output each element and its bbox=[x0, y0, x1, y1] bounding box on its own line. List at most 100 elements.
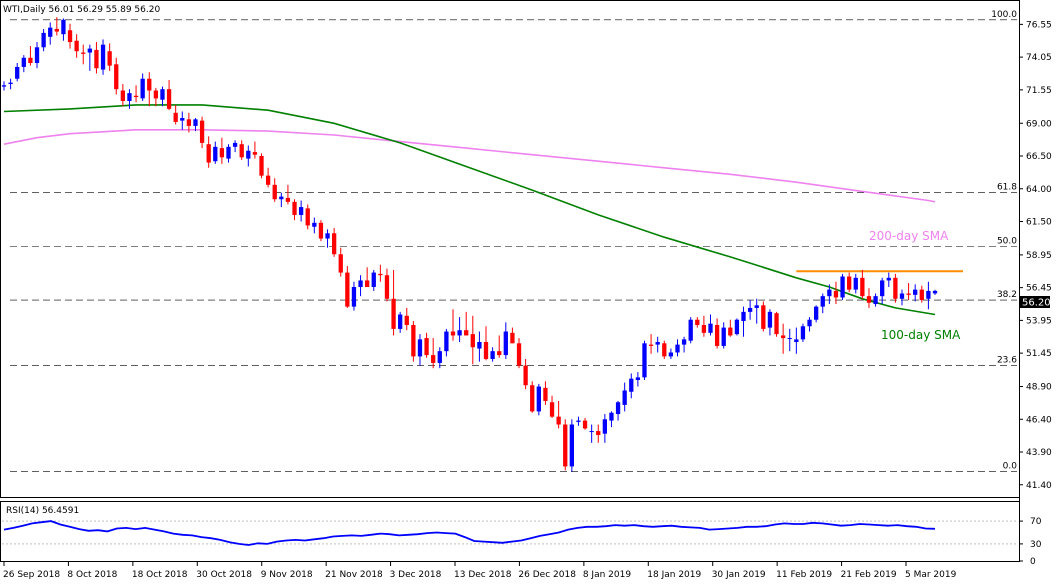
candle-body bbox=[28, 57, 33, 64]
candle-body bbox=[906, 293, 911, 295]
candle-body bbox=[794, 339, 799, 342]
candle bbox=[741, 306, 746, 337]
candle bbox=[602, 414, 608, 443]
sma100-label: 100-day SMA bbox=[881, 328, 961, 342]
candle bbox=[530, 381, 535, 413]
y-tick-label: 56.45 bbox=[1026, 284, 1052, 294]
candle bbox=[358, 275, 363, 297]
x-tick-label: 9 Nov 2018 bbox=[261, 570, 313, 580]
candle bbox=[21, 55, 26, 73]
y-tick-label: 41.40 bbox=[1026, 481, 1052, 491]
candle-body bbox=[589, 431, 594, 433]
candle-body bbox=[860, 277, 865, 297]
candle-body bbox=[345, 272, 350, 307]
y-tick-label: 46.40 bbox=[1026, 415, 1052, 425]
x-tick-label: 3 Dec 2018 bbox=[390, 570, 442, 580]
candle bbox=[166, 80, 172, 111]
candle bbox=[563, 419, 568, 471]
candle-body bbox=[464, 330, 469, 336]
x-tick-label: 21 Feb 2019 bbox=[841, 570, 897, 580]
candle-body bbox=[780, 335, 786, 339]
candle-body bbox=[457, 330, 462, 336]
candle bbox=[648, 334, 654, 354]
candle bbox=[318, 220, 324, 242]
candle bbox=[193, 118, 198, 132]
sma-line bbox=[3, 104, 936, 316]
candle bbox=[668, 348, 674, 360]
candle bbox=[100, 39, 106, 75]
candle-body bbox=[767, 311, 773, 328]
candle bbox=[932, 289, 938, 295]
candle bbox=[54, 17, 59, 36]
candle bbox=[688, 317, 693, 344]
candle bbox=[497, 335, 502, 358]
candle bbox=[87, 44, 92, 71]
candle bbox=[714, 318, 720, 349]
x-tick-label: 30 Oct 2018 bbox=[196, 570, 252, 580]
candle-body bbox=[609, 412, 614, 421]
candle bbox=[926, 281, 931, 310]
candle bbox=[754, 298, 759, 324]
candle-body bbox=[530, 385, 535, 412]
candle bbox=[787, 328, 792, 352]
candle-body bbox=[602, 419, 608, 434]
candle bbox=[107, 43, 112, 71]
svg-text:56.20: 56.20 bbox=[1022, 298, 1051, 309]
candle bbox=[860, 269, 865, 299]
candle-body bbox=[265, 175, 271, 185]
candle bbox=[219, 137, 225, 164]
candle-body bbox=[391, 298, 396, 329]
candle-body bbox=[259, 156, 264, 176]
candle-body bbox=[226, 146, 231, 159]
candle bbox=[774, 311, 779, 337]
candle bbox=[114, 57, 119, 95]
candle bbox=[345, 266, 350, 308]
candle bbox=[516, 338, 522, 369]
candle-body bbox=[483, 341, 489, 360]
candle-body bbox=[688, 319, 693, 341]
x-tick-label: 5 Mar 2019 bbox=[905, 570, 957, 580]
candle bbox=[173, 104, 178, 125]
fib-label: 23.6 bbox=[997, 356, 1017, 366]
candle bbox=[391, 269, 396, 336]
candle-body bbox=[477, 341, 482, 349]
candle bbox=[61, 18, 66, 41]
rsi-line bbox=[3, 520, 936, 546]
candle bbox=[285, 184, 291, 205]
candle bbox=[866, 288, 872, 308]
candle bbox=[186, 112, 192, 133]
candle-body bbox=[404, 315, 409, 325]
candle-body bbox=[820, 296, 825, 307]
y-tick-label: 66.50 bbox=[1026, 152, 1052, 162]
candle-body bbox=[8, 82, 13, 84]
candle bbox=[556, 400, 561, 429]
candle bbox=[589, 424, 594, 443]
candle-body bbox=[866, 296, 872, 303]
y-tick-label: 53.95 bbox=[1026, 316, 1052, 326]
candle bbox=[34, 42, 40, 69]
candle bbox=[437, 347, 442, 369]
candle bbox=[160, 86, 165, 107]
candle bbox=[747, 300, 753, 320]
candle-body bbox=[569, 424, 574, 467]
candle-body bbox=[926, 290, 931, 299]
candle bbox=[906, 283, 911, 301]
candle bbox=[41, 28, 46, 52]
candle bbox=[840, 273, 845, 301]
candle-body bbox=[681, 339, 687, 345]
y-tick-label: 69.00 bbox=[1026, 119, 1052, 129]
x-tick-label: 13 Dec 2018 bbox=[454, 570, 512, 580]
candle bbox=[820, 293, 825, 314]
candle-body bbox=[734, 319, 740, 335]
candle-body bbox=[298, 207, 304, 215]
candle bbox=[576, 416, 581, 426]
candle bbox=[444, 328, 449, 357]
candle-body bbox=[48, 27, 53, 37]
y-tick-label: 48.90 bbox=[1026, 383, 1052, 393]
candle bbox=[450, 309, 456, 341]
candle bbox=[338, 247, 343, 277]
candle bbox=[226, 144, 231, 163]
candle-body bbox=[411, 324, 416, 357]
candle bbox=[94, 42, 99, 74]
candle bbox=[365, 267, 370, 287]
